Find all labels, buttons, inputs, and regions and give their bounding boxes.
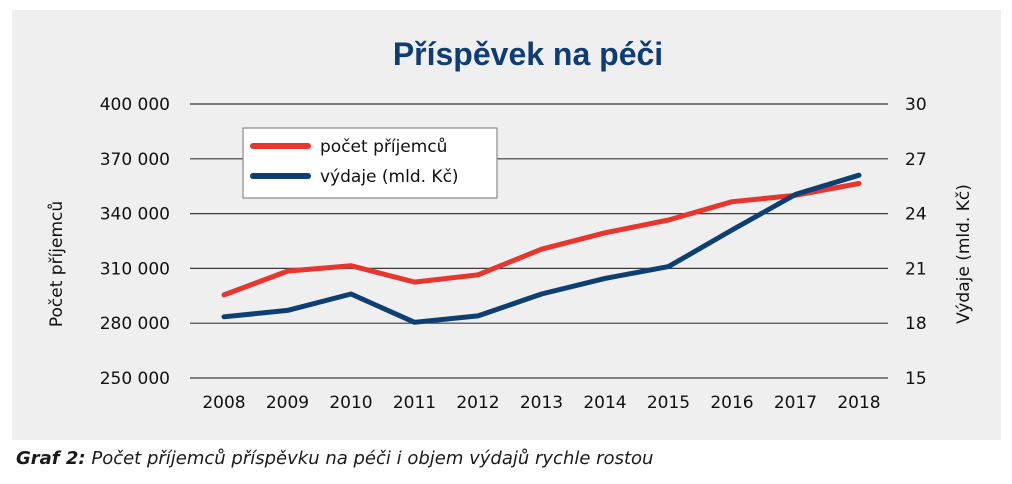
y-left-tick-label: 250 000 xyxy=(100,369,170,389)
figure-caption: Graf 2: Počet příjemců příspěvku na péči… xyxy=(16,448,653,469)
legend-label-pocet-prijemcu: počet příjemců xyxy=(320,137,447,157)
line-chart: Příspěvek na péči 250 000 280 000 310 000 3… xyxy=(47,36,974,413)
x-tick-label: 2017 xyxy=(774,393,817,413)
y-right-tick-label: 24 xyxy=(905,205,927,225)
y-right-ticks: 15 18 21 24 27 30 xyxy=(905,95,927,389)
y-left-tick-label: 310 000 xyxy=(100,259,170,279)
series-line-1 xyxy=(221,172,862,325)
series-line-0 xyxy=(221,181,862,298)
y-right-tick-label: 27 xyxy=(905,150,927,170)
legend-label-vydaje: výdaje (mld. Kč) xyxy=(320,167,459,187)
y-left-ticks: 250 000 280 000 310 000 340 000 370 000 400 0… xyxy=(100,95,170,389)
y-left-axis-label: Počet příjemců xyxy=(47,201,67,327)
series-layer xyxy=(221,172,862,325)
x-tick-label: 2012 xyxy=(456,393,499,413)
x-tick-label: 2016 xyxy=(710,393,753,413)
x-ticks: 2008 2009 2010 2011 2012 2013 2014 2015 2016 2017… xyxy=(202,393,880,413)
y-right-tick-label: 21 xyxy=(905,259,927,279)
legend: počet příjemců výdaje (mld. Kč) xyxy=(242,127,498,199)
y-left-tick-label: 370 000 xyxy=(100,150,170,170)
y-right-axis-label: Výdaje (mld. Kč) xyxy=(954,184,974,324)
x-tick-label: 2011 xyxy=(393,393,436,413)
chart-title: Příspěvek na péči xyxy=(393,36,663,72)
y-left-tick-label: 280 000 xyxy=(100,314,170,334)
x-tick-label: 2018 xyxy=(837,393,880,413)
y-right-tick-label: 15 xyxy=(905,369,927,389)
x-tick-label: 2013 xyxy=(520,393,563,413)
chart-panel: Příspěvek na péči 250 000 280 000 310 000 3… xyxy=(12,10,1001,440)
x-tick-label: 2010 xyxy=(329,393,372,413)
y-right-tick-label: 30 xyxy=(905,95,927,115)
x-tick-label: 2009 xyxy=(266,393,309,413)
y-left-tick-label: 400 000 xyxy=(100,95,170,115)
caption-label: Graf 2: xyxy=(16,448,86,469)
y-right-tick-label: 18 xyxy=(905,314,927,334)
x-tick-label: 2008 xyxy=(202,393,245,413)
x-tick-label: 2014 xyxy=(583,393,626,413)
legend-box xyxy=(242,127,498,199)
x-tick-label: 2015 xyxy=(647,393,690,413)
y-left-tick-label: 340 000 xyxy=(100,205,170,225)
caption-text: Počet příjemců příspěvku na péči i objem… xyxy=(85,448,654,469)
